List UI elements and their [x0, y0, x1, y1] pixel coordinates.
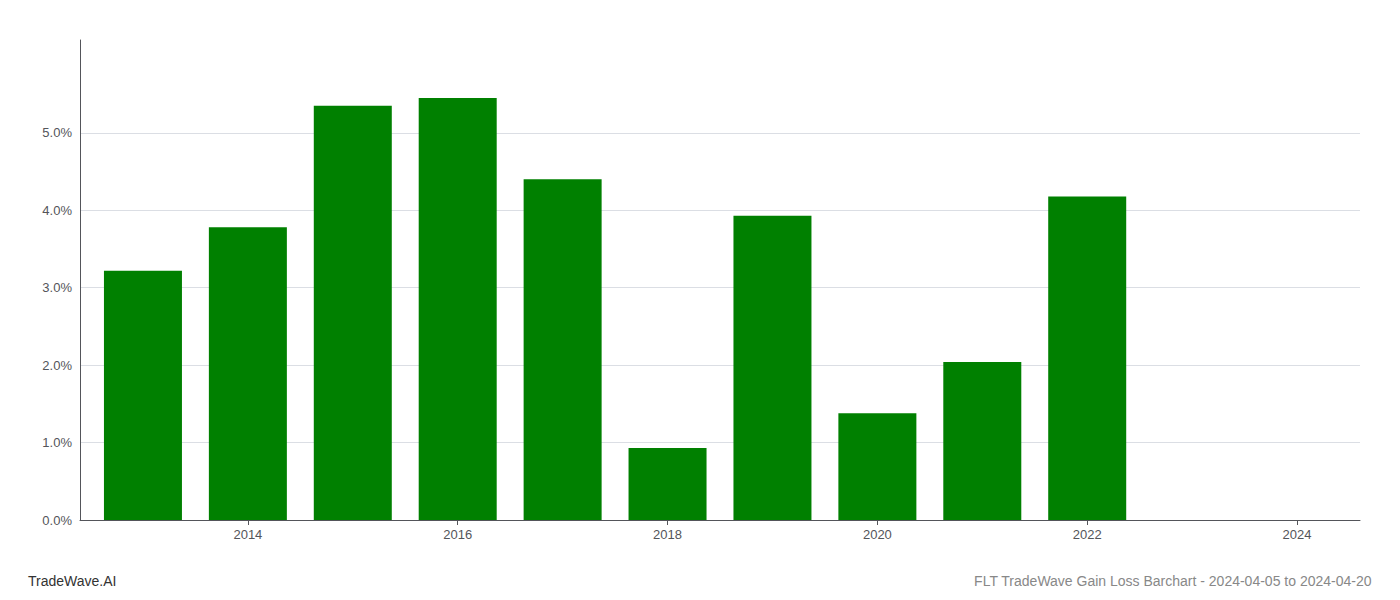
svg-text:2024: 2024 — [1283, 527, 1312, 542]
svg-text:1.0%: 1.0% — [42, 435, 72, 450]
svg-text:4.0%: 4.0% — [42, 203, 72, 218]
svg-text:FLT TradeWave Gain Loss Barcha: FLT TradeWave Gain Loss Barchart - 2024-… — [974, 573, 1372, 589]
svg-text:2014: 2014 — [233, 527, 262, 542]
svg-text:2016: 2016 — [443, 527, 472, 542]
svg-text:3.0%: 3.0% — [42, 280, 72, 295]
svg-text:2.0%: 2.0% — [42, 358, 72, 373]
svg-text:2018: 2018 — [653, 527, 682, 542]
svg-text:5.0%: 5.0% — [42, 125, 72, 140]
svg-text:2022: 2022 — [1073, 527, 1102, 542]
svg-text:2020: 2020 — [863, 527, 892, 542]
svg-text:0.0%: 0.0% — [42, 513, 72, 528]
svg-text:TradeWave.AI: TradeWave.AI — [28, 573, 116, 589]
